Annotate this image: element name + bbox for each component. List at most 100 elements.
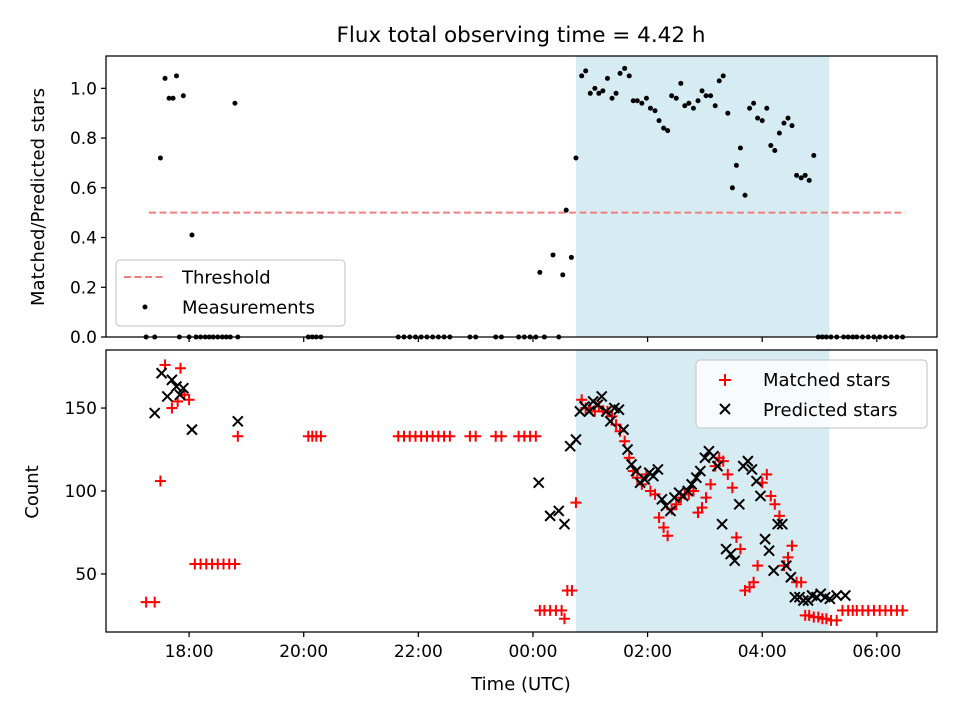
predicted-star-marker xyxy=(625,458,638,471)
measurement-point xyxy=(798,175,804,181)
predicted-star-marker xyxy=(553,505,565,517)
measurement-point xyxy=(583,68,589,74)
predicted-star-marker xyxy=(613,404,625,416)
measurement-point xyxy=(643,95,649,101)
predicted-star-marker xyxy=(839,589,852,602)
measurement-point xyxy=(725,110,731,116)
matched-star-marker xyxy=(175,362,187,374)
legend-predicted-label: Predicted stars xyxy=(763,400,897,421)
matched-star-marker xyxy=(786,540,798,552)
matched-star-marker xyxy=(444,430,456,442)
y-tick-label: 0.4 xyxy=(70,229,97,249)
measurement-point xyxy=(764,105,770,111)
predicted-star-marker xyxy=(699,452,711,464)
measurement-point xyxy=(626,73,632,79)
measurement-point xyxy=(157,155,163,161)
y-tick-label: 100 xyxy=(65,482,97,502)
legend-predicted-swatch xyxy=(719,403,731,415)
measurement-point xyxy=(647,105,653,111)
predicted-star-marker xyxy=(750,475,763,487)
measurement-point xyxy=(563,207,569,213)
legend-measurements-label: Measurements xyxy=(182,298,315,319)
matched-star-marker xyxy=(748,576,760,588)
predicted-star-marker xyxy=(639,473,651,486)
predicted-star-marker xyxy=(728,554,741,567)
matched-star-marker xyxy=(154,475,166,487)
measurement-point xyxy=(794,172,800,178)
count-y-ticks: 50 100 150 xyxy=(65,399,106,585)
measurement-point xyxy=(600,88,606,94)
matched-star-marker xyxy=(653,512,665,524)
matched-star-marker xyxy=(773,510,785,522)
matched-star-marker xyxy=(730,531,742,543)
predicted-star-marker xyxy=(771,518,784,530)
predicted-star-marker xyxy=(686,478,698,491)
x-tick-label: 22:00 xyxy=(394,642,443,662)
predicted-star-marker xyxy=(754,490,767,502)
predicted-star-marker xyxy=(558,518,571,530)
x-tick-label: 06:00 xyxy=(852,642,901,662)
measurement-point xyxy=(573,155,579,161)
matched-star-marker xyxy=(315,430,327,442)
predicted-star-marker xyxy=(716,518,728,530)
measurement-point xyxy=(652,108,658,114)
ratio-shaded-span xyxy=(575,56,830,337)
measurement-point xyxy=(189,232,195,238)
matched-star-marker xyxy=(232,430,244,442)
measurement-point xyxy=(592,85,598,91)
matched-star-marker xyxy=(495,430,507,442)
measurement-point xyxy=(639,100,645,106)
measurement-point xyxy=(661,125,667,131)
predicted-star-marker xyxy=(149,407,161,419)
predicted-star-marker xyxy=(656,493,668,506)
measurement-point xyxy=(613,90,619,96)
measurement-point xyxy=(781,120,787,126)
measurement-point xyxy=(673,95,679,101)
count-panel: 50 100 150 18:00 20:00 22:00 00:00 02:00 04:00 0… xyxy=(22,349,938,695)
measurement-point xyxy=(751,100,757,106)
predicted-stars-points xyxy=(149,367,852,607)
matched-star-marker xyxy=(183,394,195,406)
count-axes-frame xyxy=(105,349,938,633)
measurement-point xyxy=(678,80,684,86)
y-tick-label: 50 xyxy=(75,565,97,585)
predicted-star-marker xyxy=(733,498,745,510)
matched-star-marker xyxy=(619,435,631,447)
measurement-point xyxy=(682,103,688,109)
matched-star-marker xyxy=(658,521,670,533)
predicted-star-marker xyxy=(592,399,604,411)
legend-matched-label: Matched stars xyxy=(763,370,890,391)
predicted-star-marker xyxy=(759,533,771,545)
measurement-point xyxy=(617,70,623,76)
matched-star-marker xyxy=(649,488,661,500)
ratio-x-ticks xyxy=(188,337,878,342)
measurement-point xyxy=(733,162,739,168)
y-tick-label: 0.0 xyxy=(70,328,97,348)
measurement-point xyxy=(162,75,168,81)
y-tick-label: 150 xyxy=(65,399,97,419)
measurement-point xyxy=(634,98,640,104)
predicted-star-marker xyxy=(170,380,183,393)
figure-title: Flux total observing time = 4.42 h xyxy=(337,23,706,48)
y-tick-label: 0.6 xyxy=(70,179,97,199)
measurement-point xyxy=(703,93,709,99)
y-tick-label: 0.8 xyxy=(70,129,97,149)
predicted-star-marker xyxy=(681,485,694,497)
predicted-star-marker xyxy=(824,593,836,605)
count-x-ticks: 18:00 20:00 22:00 00:00 02:00 04:00 06:00 xyxy=(165,632,901,662)
measurement-point xyxy=(568,254,574,260)
predicted-star-marker xyxy=(647,470,660,482)
measurement-point xyxy=(690,105,696,111)
count-legend-box xyxy=(695,359,928,429)
matched-star-marker xyxy=(662,530,674,542)
predicted-star-marker xyxy=(763,545,775,557)
y-tick-label: 0.2 xyxy=(70,278,97,298)
y-tick-label: 1.0 xyxy=(70,79,97,99)
measurement-point xyxy=(720,73,726,79)
predicted-star-marker xyxy=(780,559,792,572)
matched-star-marker xyxy=(782,551,794,563)
count-legend: Matched stars Predicted stars xyxy=(695,359,928,429)
matched-star-marker xyxy=(700,492,712,504)
predicted-star-marker xyxy=(174,389,186,401)
measurement-point xyxy=(759,118,765,124)
